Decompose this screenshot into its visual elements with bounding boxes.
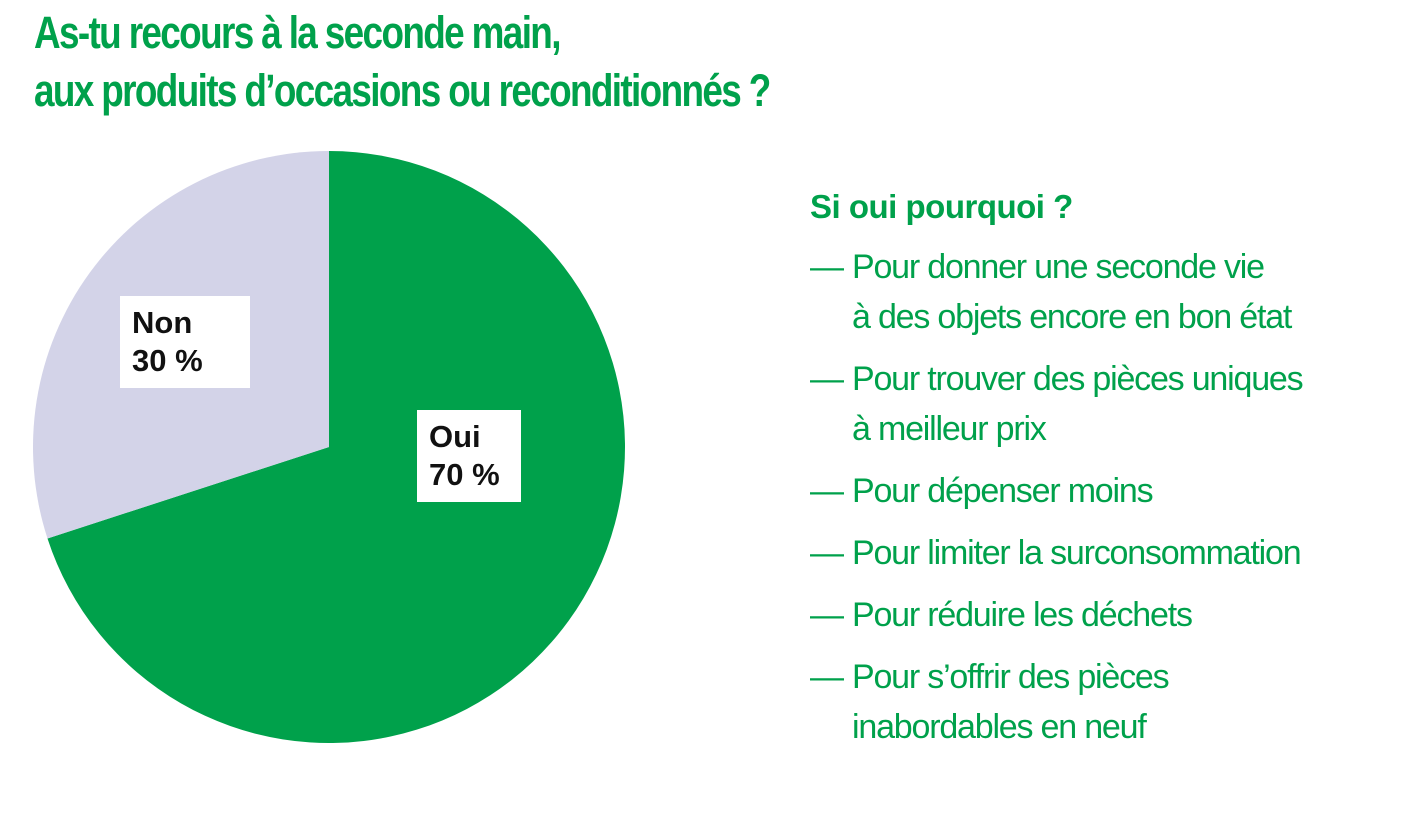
reason-item: — Pour dépenser moins [810, 466, 1400, 516]
pie-label-non: Non 30 % [120, 296, 250, 388]
reason-text: Pour s’offrir des pièces inabordables en … [852, 652, 1400, 752]
reason-item: — Pour s’offrir des pièces inabordables en… [810, 652, 1400, 752]
reason-text-line: Pour dépenser moins [852, 472, 1154, 510]
reason-text-line: Pour donner une seconde vie [852, 248, 1265, 286]
pie-label-non-name: Non [132, 305, 193, 340]
reason-text: Pour réduire les déchets [852, 590, 1400, 640]
reason-dash: — [810, 248, 844, 286]
reason-text-line: Pour limiter la surconsommation [852, 534, 1302, 572]
reason-item: — Pour limiter la surconsommation [810, 528, 1400, 578]
pie-label-oui: Oui 70 % [417, 410, 521, 502]
reason-text-line: à meilleur prix [852, 410, 1047, 448]
reason-text: Pour dépenser moins [852, 466, 1400, 516]
reason-text-line: Pour s’offrir des pièces [852, 658, 1170, 696]
reason-text-line: inabordables en neuf [852, 708, 1147, 746]
reason-text-line: Pour trouver des pièces uniques [852, 360, 1304, 398]
reasons-panel: Si oui pourquoi ? — Pour donner une secon… [810, 182, 1400, 764]
reason-dash: — [810, 534, 844, 572]
reasons-list: — Pour donner une seconde vie à des objets… [810, 242, 1400, 752]
reason-text: Pour trouver des pièces uniques à meilleu… [852, 354, 1400, 454]
reason-dash: — [810, 658, 844, 696]
reason-dash: — [810, 360, 844, 398]
reason-dash: — [810, 596, 844, 634]
pie-label-oui-value: 70 % [429, 457, 500, 492]
reason-text-line: à des objets encore en bon état [852, 298, 1292, 336]
reason-text: Pour donner une seconde vie à des objets … [852, 242, 1400, 342]
pie-chart [33, 151, 626, 743]
chart-title-line-1: As-tu recours à la seconde main, [34, 7, 561, 58]
reasons-heading: Si oui pourquoi ? [810, 188, 1073, 225]
pie-slice-oui [47, 151, 626, 743]
pie-label-oui-name: Oui [429, 419, 481, 454]
chart-title: As-tu recours à la seconde main, aux pro… [34, 4, 936, 120]
reason-text-line: Pour réduire les déchets [852, 596, 1193, 634]
reason-text: Pour limiter la surconsommation [852, 528, 1400, 578]
chart-title-line-2: aux produits d’occasions ou reconditionn… [34, 65, 771, 116]
pie-label-non-value: 30 % [132, 343, 203, 378]
reason-item: — Pour réduire les déchets [810, 590, 1400, 640]
reason-dash: — [810, 472, 844, 510]
reason-item: — Pour trouver des pièces uniques à meille… [810, 354, 1400, 454]
reason-item: — Pour donner une seconde vie à des objets… [810, 242, 1400, 342]
